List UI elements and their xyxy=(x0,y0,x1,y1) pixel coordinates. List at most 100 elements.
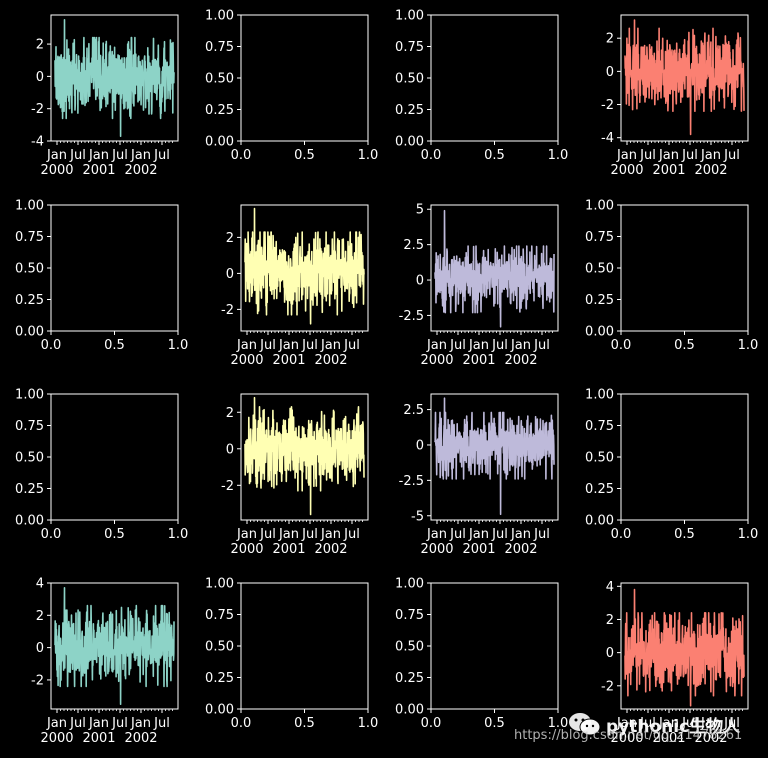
y-tick-label: 0.00 xyxy=(395,703,424,718)
x-tick-label: Jan xyxy=(510,338,531,353)
x-tick-label: Jan xyxy=(236,338,257,353)
y-tick-label: 0.50 xyxy=(15,451,44,466)
y-tick-label: 2 xyxy=(226,231,234,246)
data-series-line xyxy=(434,209,555,328)
x-tick-label: Jul xyxy=(111,148,128,163)
x-tick-label: 0.5 xyxy=(674,527,695,542)
y-tick-label: 0.50 xyxy=(205,72,234,87)
y-tick-label: 1.00 xyxy=(395,9,424,24)
y-tick-label: 0.75 xyxy=(15,230,44,245)
x-tick-year-label: 2002 xyxy=(314,542,347,557)
axes-frame xyxy=(50,14,179,142)
y-tick-label: 0.50 xyxy=(585,262,614,277)
x-tick-label: Jan xyxy=(658,716,679,731)
x-tick-label: 0.0 xyxy=(421,148,442,163)
y-tick-label: 0 xyxy=(606,646,614,661)
axes-frame xyxy=(430,204,559,332)
y-tick-label: 0.25 xyxy=(395,103,424,118)
y-tick-label: 1.00 xyxy=(15,199,44,214)
x-tick-label: Jul xyxy=(681,148,698,163)
x-tick-year-label: 2001 xyxy=(82,163,115,178)
data-series-line xyxy=(54,587,175,705)
y-tick-label: -2.5 xyxy=(399,474,424,489)
wechat-icon xyxy=(568,712,602,740)
x-tick-label: 0.5 xyxy=(104,338,125,353)
y-tick-label: 0.50 xyxy=(395,72,424,87)
y-tick-label: 1.00 xyxy=(395,577,424,592)
axes-frame xyxy=(620,204,749,332)
x-tick-year-label: 2002 xyxy=(124,731,157,746)
x-tick-label: 0.5 xyxy=(484,716,505,731)
x-tick-label: Jul xyxy=(449,527,466,542)
subplot-1-2: 0.00 0.25 0.50 0.75 1.00 0.0 0.5 1.0 xyxy=(205,9,378,164)
x-tick-year-label: 2002 xyxy=(694,731,727,746)
x-tick-label: Jul xyxy=(153,148,170,163)
y-tick-label: 1.00 xyxy=(15,388,44,403)
x-tick-label: 0.5 xyxy=(104,527,125,542)
y-tick-label: 0.00 xyxy=(585,325,614,340)
y-tick-label: -4 xyxy=(31,135,44,150)
x-tick-label: Jul xyxy=(533,527,550,542)
y-tick-label: 4 xyxy=(606,580,614,595)
x-tick-label: Jan xyxy=(658,148,679,163)
x-tick-label: Jul xyxy=(69,716,86,731)
y-tick-label: 1.00 xyxy=(205,9,234,24)
axes-frame xyxy=(50,204,179,332)
y-tick-label: -2 xyxy=(31,673,44,688)
x-tick-year-label: 2000 xyxy=(40,163,73,178)
watermark: pythonic生物人 https://blog.csdn.net/qq_214… xyxy=(514,708,768,758)
x-tick-label: Jul xyxy=(723,148,740,163)
x-tick-year-label: 2000 xyxy=(610,731,643,746)
x-tick-label: Jan xyxy=(468,338,489,353)
y-tick-label: 0.75 xyxy=(205,608,234,623)
x-tick-label: 0.0 xyxy=(421,716,442,731)
x-tick-label: Jan xyxy=(236,527,257,542)
y-tick-label: 2.5 xyxy=(403,238,424,253)
y-tick-label: 0 xyxy=(226,267,234,282)
x-tick-label: Jul xyxy=(153,716,170,731)
y-tick-label: 0.75 xyxy=(205,40,234,55)
y-tick-label: 0.25 xyxy=(585,293,614,308)
x-tick-label: Jan xyxy=(46,716,67,731)
axes-frame xyxy=(620,582,749,710)
x-tick-year-label: 2001 xyxy=(272,353,305,368)
x-tick-year-label: 2002 xyxy=(124,163,157,178)
y-tick-label: -2 xyxy=(221,303,234,318)
y-tick-label: 2 xyxy=(36,38,44,53)
x-tick-label: Jan xyxy=(278,527,299,542)
data-series-line xyxy=(624,588,745,707)
watermark-url: https://blog.csdn.net/qq_21478261 xyxy=(514,728,743,743)
y-tick-label: 0.50 xyxy=(585,451,614,466)
x-tick-label: Jan xyxy=(46,148,67,163)
axes-frame xyxy=(240,393,369,521)
x-tick-year-label: 2000 xyxy=(420,542,453,557)
x-tick-label: 1.0 xyxy=(548,148,569,163)
y-tick-label: 0.50 xyxy=(15,262,44,277)
x-tick-label: 1.0 xyxy=(738,527,759,542)
subplot-2-1: 0.00 0.25 0.50 0.75 1.00 0.0 0.5 1.0 xyxy=(15,199,188,354)
y-tick-label: 0.75 xyxy=(585,419,614,434)
y-tick-label: 0.25 xyxy=(585,482,614,497)
axes-frame xyxy=(50,393,179,521)
x-tick-label: Jul xyxy=(533,338,550,353)
y-tick-label: 0 xyxy=(226,442,234,457)
y-tick-label: 0.25 xyxy=(205,103,234,118)
x-tick-label: 0.0 xyxy=(611,527,632,542)
y-tick-label: 4 xyxy=(36,577,44,592)
y-tick-label: -2 xyxy=(601,679,614,694)
data-series-line xyxy=(244,396,365,516)
y-tick-label: 0 xyxy=(606,65,614,80)
x-tick-label: Jul xyxy=(343,338,360,353)
y-tick-label: -5 xyxy=(411,509,424,524)
subplot-1-3: 0.00 0.25 0.50 0.75 1.00 0.0 0.5 1.0 xyxy=(395,9,568,164)
y-tick-label: 0 xyxy=(36,641,44,656)
y-tick-label: -2 xyxy=(221,479,234,494)
x-tick-year-label: 2002 xyxy=(694,163,727,178)
y-tick-label: 0.75 xyxy=(395,40,424,55)
y-tick-label: 0.75 xyxy=(395,608,424,623)
x-tick-label: Jul xyxy=(111,716,128,731)
